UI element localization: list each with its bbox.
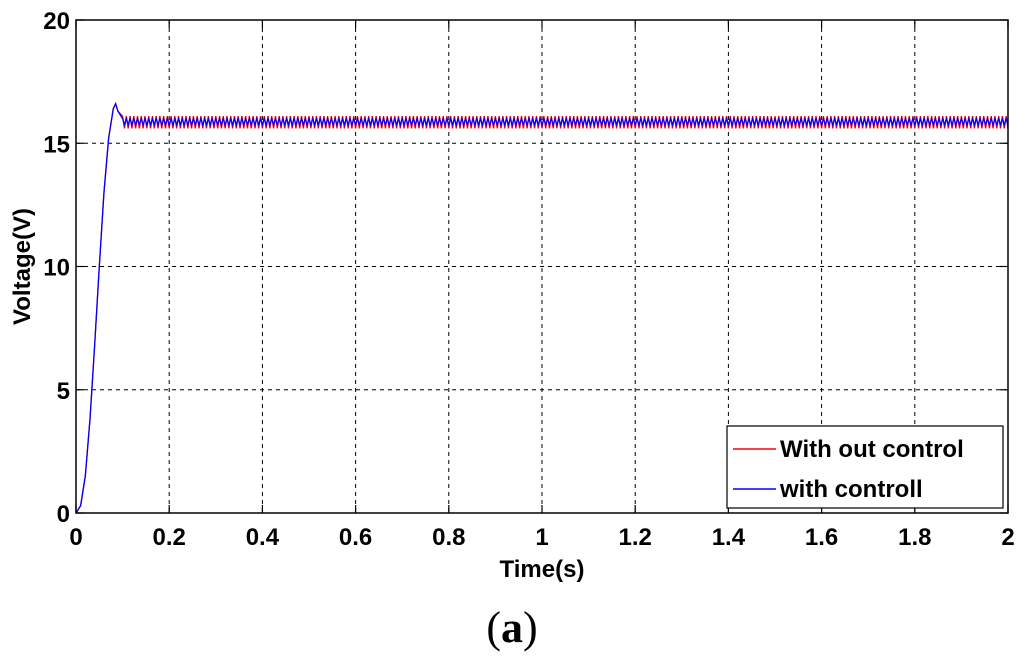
x-tick-label: 1.4 bbox=[712, 524, 746, 551]
x-tick-label: 0.8 bbox=[432, 524, 465, 551]
x-tick-label: 1.6 bbox=[805, 524, 838, 551]
x-tick-label: 1 bbox=[535, 524, 548, 551]
legend-box bbox=[726, 425, 1004, 509]
panel-label-letter: a bbox=[501, 603, 523, 652]
panel-label-open: ( bbox=[486, 603, 501, 652]
x-tick-label: 1.8 bbox=[898, 524, 931, 551]
x-tick-label: 0.2 bbox=[153, 524, 186, 551]
x-tick-label: 0.6 bbox=[339, 524, 372, 551]
x-tick-label: 0 bbox=[69, 524, 82, 551]
x-tick-label: 0.4 bbox=[246, 524, 280, 551]
series-layer bbox=[75, 102, 1009, 514]
series-line-with-control bbox=[75, 102, 1009, 514]
series-line-without-control bbox=[75, 102, 1009, 514]
y-tick-label: 20 bbox=[43, 8, 70, 35]
panel-label-close: ) bbox=[523, 603, 538, 652]
panel-label: (a) bbox=[0, 602, 1024, 653]
y-tick-label: 10 bbox=[43, 255, 70, 282]
x-tick-label: 2 bbox=[1001, 524, 1014, 551]
y-axis-label: Voltage(V) bbox=[9, 208, 36, 325]
x-axis-label: Time(s) bbox=[500, 556, 585, 583]
y-tick-label: 15 bbox=[43, 131, 70, 158]
legend-label-without-control: With out control bbox=[780, 436, 964, 463]
legend-label-with-control: with controll bbox=[779, 476, 923, 503]
y-tick-label: 5 bbox=[57, 378, 70, 405]
y-tick-label: 0 bbox=[57, 501, 70, 528]
legend: With out control with controll bbox=[726, 425, 1004, 509]
x-tick-label: 1.2 bbox=[619, 524, 652, 551]
